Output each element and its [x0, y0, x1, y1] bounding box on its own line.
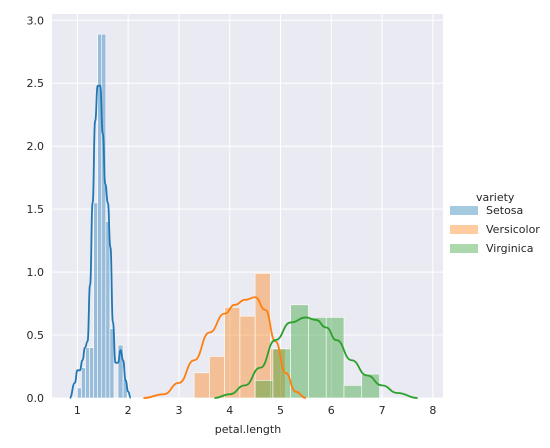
histogram-bar-virginica: [254, 380, 274, 399]
legend-label-virginica: Virginica: [486, 242, 534, 255]
y-tick-labels: 0.0 0.5 1.0 1.5 2.0 2.5 3.0: [27, 14, 45, 405]
legend-items: Setosa Versicolor Virginica: [450, 204, 540, 255]
x-tick-label: 1: [74, 404, 81, 417]
histogram-bar-virginica: [325, 317, 345, 399]
kde-line-virginica: [214, 316, 418, 399]
legend-label-setosa: Setosa: [486, 204, 523, 217]
kde-line-setosa: [68, 84, 132, 399]
kde-line-versicolor: [143, 296, 307, 399]
x-tick-label: 7: [379, 404, 386, 417]
x-axis-label: petal.length: [215, 423, 281, 436]
x-tick-label: 6: [328, 404, 335, 417]
x-tick-label: 5: [277, 404, 284, 417]
histogram-bar-versicolor: [193, 372, 210, 399]
legend-swatch-virginica: [450, 244, 478, 253]
x-tick-label: 4: [226, 404, 233, 417]
legend-swatch-setosa: [450, 206, 478, 215]
kde-curves: [68, 84, 418, 399]
x-tick-label: 2: [125, 404, 132, 417]
histogram-bar-setosa: [85, 347, 90, 399]
plot-background: [52, 14, 443, 398]
histogram-bar-versicolor: [209, 356, 225, 399]
histogram-bar-setosa: [81, 367, 86, 399]
histogram-bar-versicolor: [224, 307, 241, 399]
histogram-bar-virginica: [308, 317, 327, 399]
histogram-bar-setosa: [109, 328, 115, 399]
legend-label-versicolor: Versicolor: [486, 223, 540, 236]
histogram-bar-setosa: [89, 347, 94, 399]
x-tick-labels: 1 2 3 4 5 6 7 8: [74, 404, 436, 417]
y-tick-label: 0.0: [27, 392, 45, 405]
histogram-bar-versicolor: [254, 273, 271, 399]
histogram-bar-setosa: [93, 202, 99, 399]
legend-swatch-versicolor: [450, 225, 478, 234]
y-tick-label: 0.5: [27, 329, 45, 342]
legend[interactable]: variety Setosa Versicolor Virginica: [450, 191, 540, 255]
histogram-bar-setosa: [101, 33, 107, 399]
histogram-bar-setosa: [105, 221, 111, 399]
y-tick-label: 2.5: [27, 77, 45, 90]
x-tick-label: 3: [175, 404, 182, 417]
y-tick-label: 3.0: [27, 14, 45, 27]
histogram-bar-setosa: [117, 344, 124, 399]
grid-lines: [52, 14, 443, 399]
x-tick-label: 8: [429, 404, 436, 417]
y-tick-label: 1.5: [27, 203, 45, 216]
y-tick-label: 2.0: [27, 140, 45, 153]
histogram-bar-setosa: [77, 387, 82, 399]
legend-title: variety: [476, 191, 515, 204]
y-tick-label: 1.0: [27, 266, 45, 279]
histogram-bar-virginica: [343, 385, 363, 399]
